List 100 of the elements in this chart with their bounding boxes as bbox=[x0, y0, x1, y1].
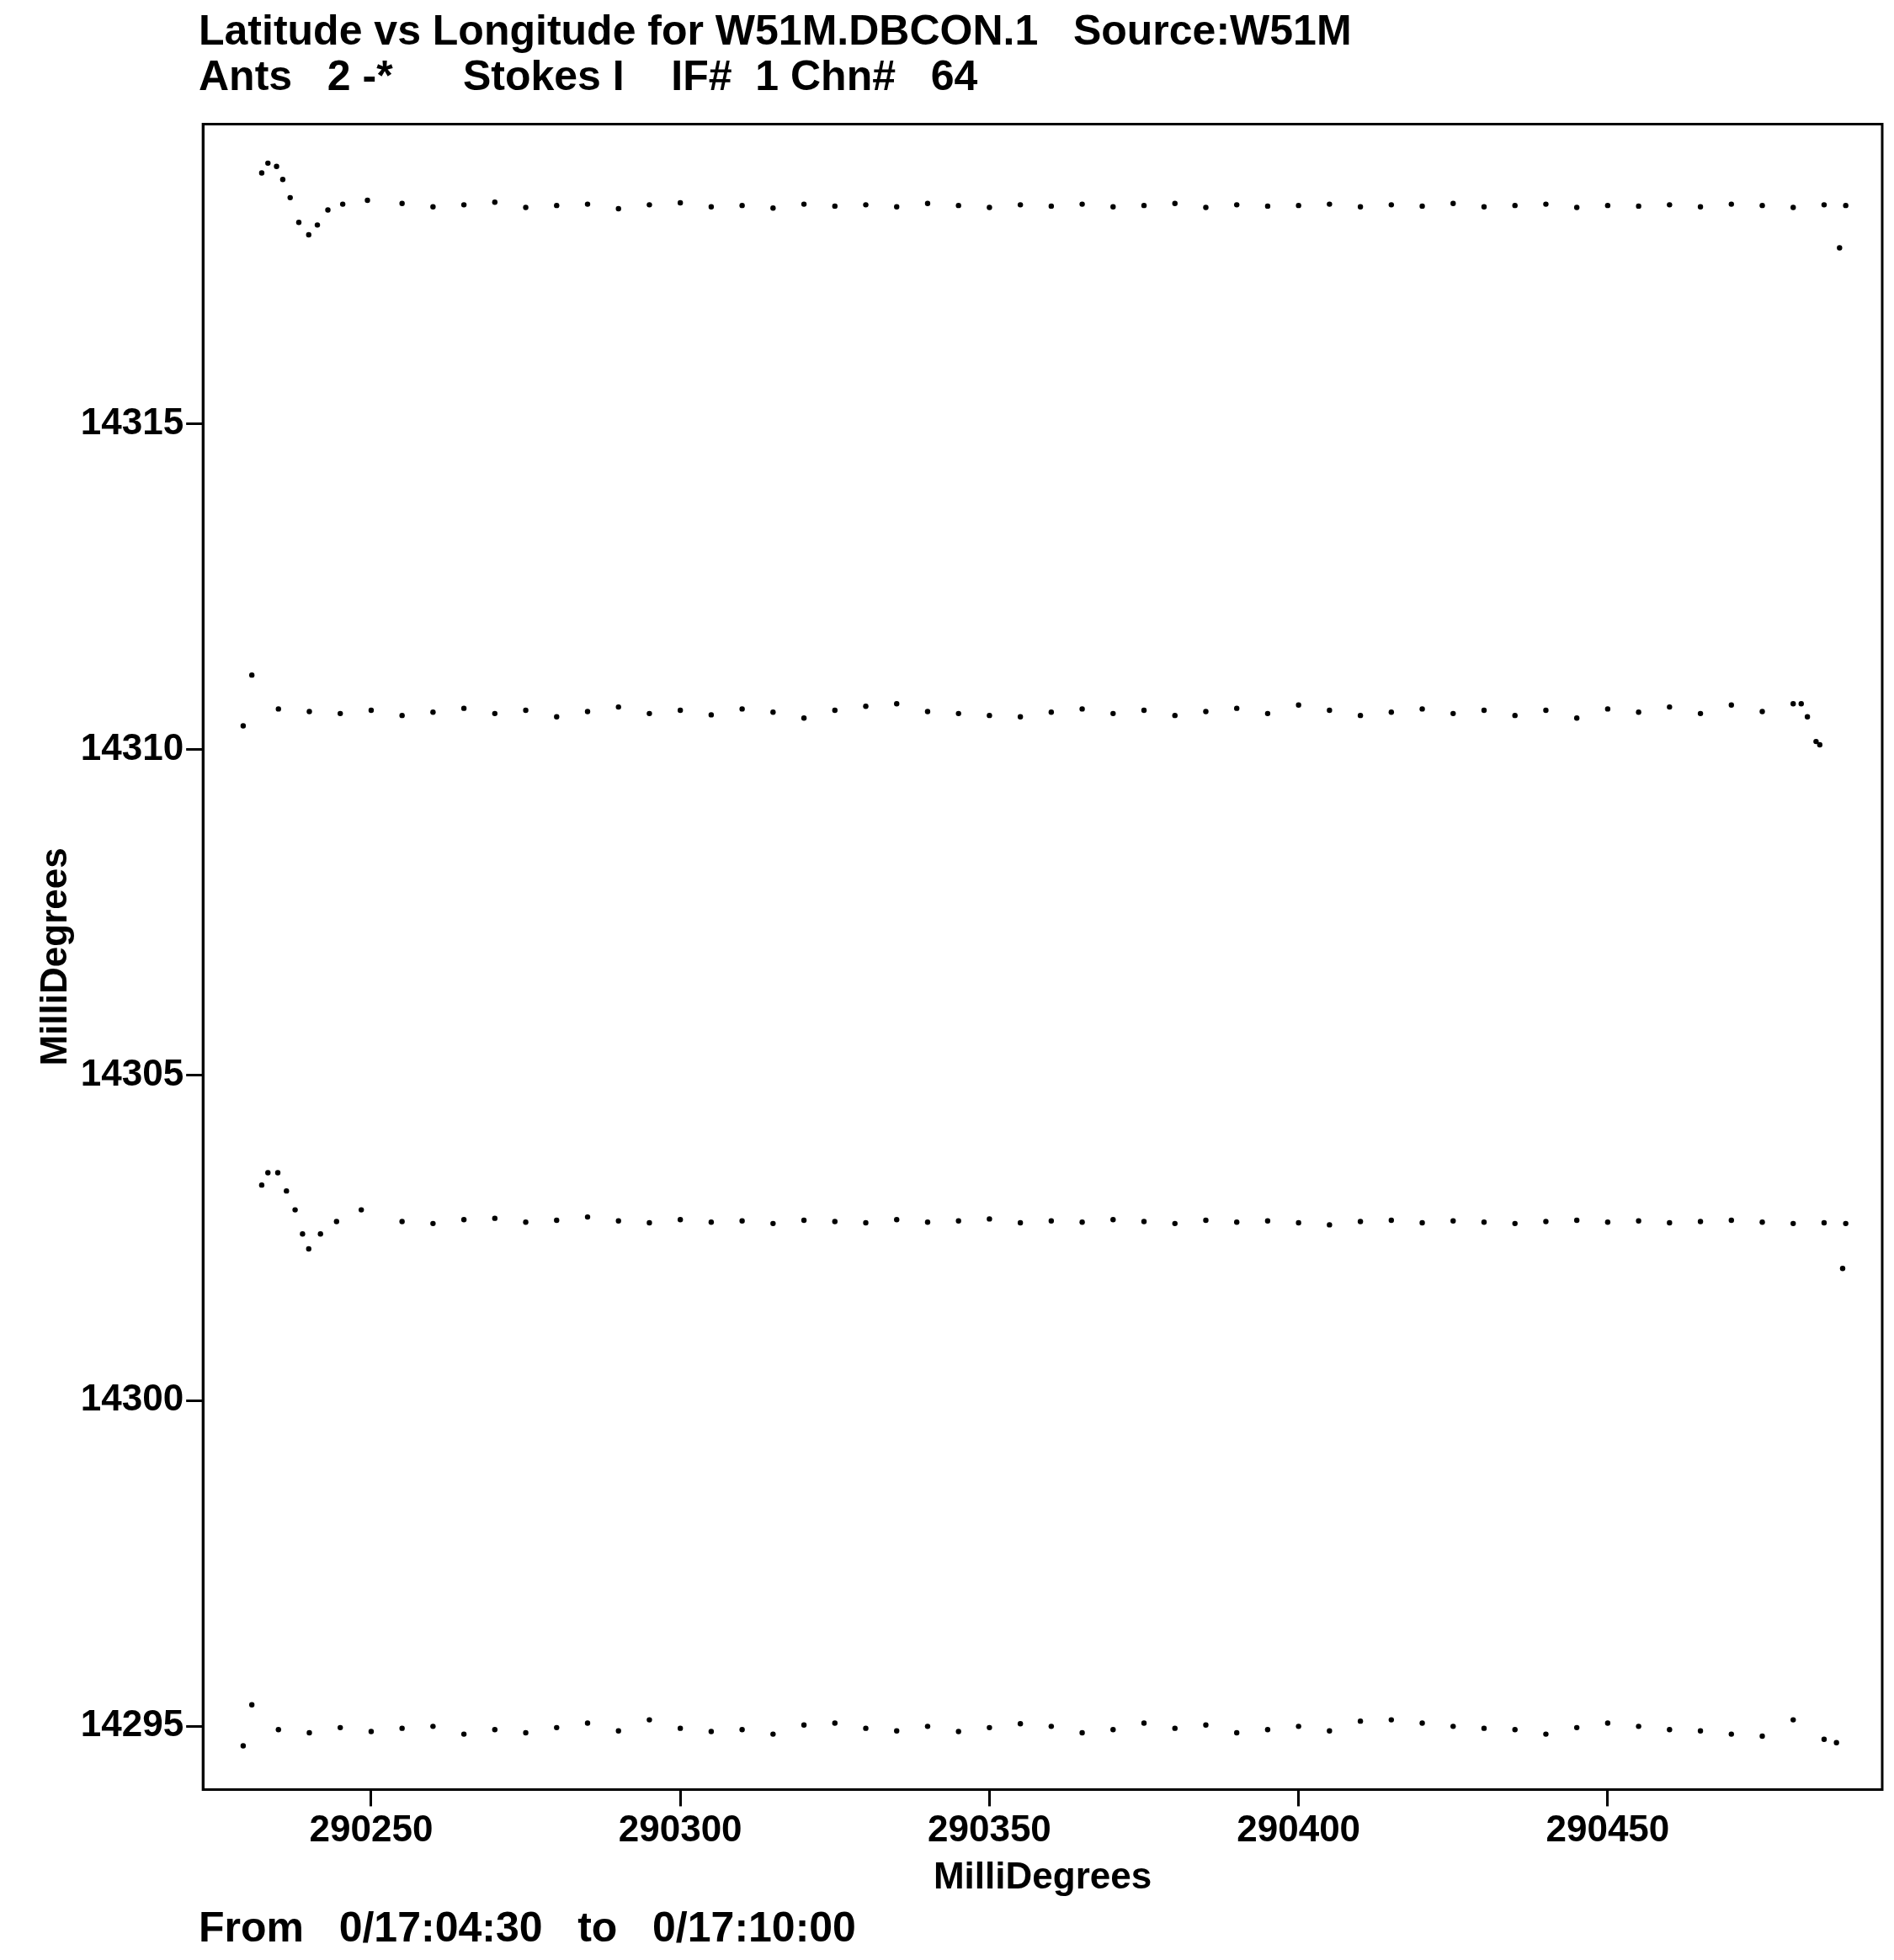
point bbox=[279, 176, 286, 183]
point bbox=[1450, 1724, 1456, 1729]
point bbox=[1141, 202, 1147, 209]
point bbox=[1573, 204, 1580, 210]
point bbox=[1543, 201, 1549, 207]
point bbox=[708, 204, 715, 210]
point bbox=[1759, 1219, 1765, 1225]
point bbox=[1048, 1724, 1055, 1729]
point bbox=[274, 163, 279, 169]
point bbox=[708, 712, 715, 718]
point bbox=[1798, 701, 1804, 707]
point bbox=[492, 1727, 498, 1733]
point bbox=[1357, 1219, 1364, 1224]
point bbox=[1843, 1220, 1849, 1227]
point bbox=[1048, 709, 1055, 715]
y-tick-label: 14305 bbox=[80, 1051, 184, 1093]
point bbox=[677, 1725, 684, 1731]
point bbox=[832, 707, 838, 714]
point bbox=[1813, 738, 1819, 745]
point bbox=[554, 1724, 560, 1731]
point bbox=[1636, 1218, 1641, 1224]
point bbox=[1419, 203, 1425, 210]
point bbox=[1804, 714, 1811, 720]
point bbox=[801, 1217, 807, 1224]
point bbox=[1110, 1727, 1116, 1733]
point bbox=[275, 706, 281, 712]
point bbox=[1543, 707, 1549, 714]
point bbox=[1728, 201, 1734, 207]
point bbox=[306, 709, 312, 714]
point bbox=[987, 204, 992, 210]
point bbox=[274, 1170, 281, 1176]
point bbox=[295, 220, 302, 226]
point bbox=[1697, 1728, 1704, 1734]
point bbox=[584, 1720, 591, 1726]
point bbox=[399, 200, 405, 207]
point bbox=[399, 712, 405, 719]
point bbox=[1697, 204, 1704, 210]
point bbox=[1636, 203, 1641, 210]
point bbox=[832, 203, 838, 210]
point bbox=[863, 1725, 869, 1731]
point bbox=[1697, 1219, 1704, 1224]
point bbox=[1728, 702, 1734, 708]
point bbox=[333, 1219, 339, 1224]
point bbox=[460, 1216, 467, 1223]
point bbox=[708, 1219, 715, 1225]
point bbox=[1667, 704, 1673, 710]
point bbox=[955, 202, 961, 209]
point bbox=[677, 1216, 684, 1223]
point bbox=[1264, 710, 1271, 717]
point bbox=[492, 710, 498, 717]
point bbox=[460, 202, 467, 208]
point bbox=[317, 1231, 323, 1237]
point bbox=[1636, 1724, 1641, 1729]
point bbox=[832, 1720, 838, 1726]
point bbox=[1079, 706, 1085, 712]
point bbox=[1512, 712, 1518, 719]
point bbox=[306, 1246, 311, 1252]
point bbox=[1573, 1724, 1580, 1731]
point bbox=[924, 200, 931, 207]
point bbox=[1388, 709, 1395, 715]
point bbox=[1079, 201, 1085, 207]
point bbox=[1667, 1727, 1673, 1733]
point bbox=[987, 1216, 992, 1222]
point bbox=[677, 199, 684, 206]
point bbox=[646, 710, 652, 717]
point bbox=[292, 1207, 298, 1213]
point bbox=[1017, 1219, 1024, 1226]
point bbox=[955, 1729, 961, 1734]
point bbox=[1543, 1731, 1549, 1737]
point bbox=[368, 1729, 375, 1734]
point bbox=[1728, 1217, 1734, 1224]
point bbox=[1512, 202, 1518, 209]
point bbox=[801, 201, 807, 207]
point bbox=[306, 231, 311, 238]
point bbox=[399, 1725, 405, 1731]
point bbox=[368, 707, 375, 714]
point bbox=[492, 1215, 498, 1221]
point bbox=[584, 1214, 591, 1220]
point bbox=[615, 1218, 621, 1224]
point bbox=[863, 1219, 869, 1226]
point bbox=[1172, 1725, 1178, 1731]
point bbox=[1079, 1219, 1085, 1225]
point bbox=[430, 1220, 436, 1227]
x-tick-label: 290250 bbox=[309, 1807, 434, 1849]
point bbox=[364, 197, 370, 204]
point bbox=[1172, 1220, 1178, 1227]
point bbox=[265, 160, 271, 167]
point bbox=[1295, 1219, 1301, 1226]
point bbox=[248, 672, 255, 678]
point bbox=[1419, 1720, 1425, 1726]
point bbox=[987, 712, 992, 719]
point bbox=[240, 723, 247, 729]
point bbox=[248, 1702, 255, 1708]
point bbox=[1759, 202, 1765, 209]
point bbox=[275, 1727, 281, 1733]
point bbox=[832, 1219, 838, 1224]
point bbox=[300, 1231, 306, 1237]
point bbox=[339, 201, 346, 207]
point bbox=[1203, 1217, 1209, 1224]
point bbox=[325, 207, 331, 213]
